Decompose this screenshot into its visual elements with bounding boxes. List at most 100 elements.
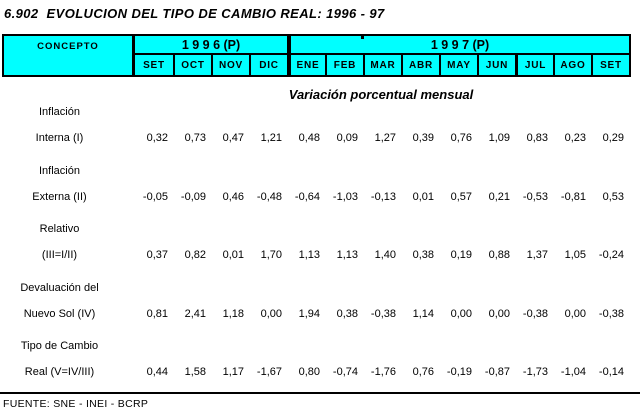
row-label-line1: Tipo de Cambio [20, 340, 99, 352]
table-row-devaluacion-nuevo-sol: Devaluación del Nuevo Sol (IV) 0,81 2,41… [2, 275, 629, 327]
value-cell: -0,64 [294, 191, 320, 203]
value-cell: 0,44 [146, 366, 168, 378]
value-cell: 1,40 [374, 249, 396, 261]
value-cell: 0,83 [526, 132, 548, 144]
value-cell: 1,17 [222, 366, 244, 378]
month-header-1997-may: MAY [439, 55, 477, 75]
value-cell: 0,01 [412, 191, 434, 203]
value-cell: 0,81 [146, 308, 168, 320]
value-cell: -0,13 [370, 191, 396, 203]
bottom-rule [0, 392, 640, 394]
value-cell: -0,74 [332, 366, 358, 378]
row-label-line1: Devaluación del [20, 282, 99, 294]
value-cell: 0,37 [146, 249, 168, 261]
table-row-inflacion-externa: Inflación Externa (II) -0,05 -0,09 0,46 … [2, 158, 629, 210]
value-cell: 0,46 [222, 191, 244, 203]
month-header-1996-oct: OCT [173, 55, 211, 75]
table-header: CONCEPTO 1 9 9 6 (P) 1 9 9 7 (P) SET OCT… [2, 34, 631, 77]
value-cell: 0,80 [298, 366, 320, 378]
row-label-line1: Relativo [39, 223, 80, 235]
value-cell: 0,00 [488, 308, 510, 320]
value-cell: 0,88 [488, 249, 510, 261]
source-note: FUENTE: SNE - INEI - BCRP [3, 398, 149, 410]
month-header-1996-nov: NOV [211, 55, 249, 75]
month-header-1997-jul: JUL [515, 55, 553, 75]
value-cell: 1,58 [184, 366, 206, 378]
value-cell: -1,04 [560, 366, 586, 378]
month-header-1997-jun: JUN [477, 55, 515, 75]
value-cell: 0,57 [450, 191, 472, 203]
value-cell: -0,05 [142, 191, 168, 203]
value-cell: 1,37 [526, 249, 548, 261]
row-label-line2: (III=I/II) [41, 249, 78, 261]
value-cell: -1,67 [256, 366, 282, 378]
month-header-1997-feb: FEB [325, 55, 363, 75]
value-cell: 1,13 [336, 249, 358, 261]
value-cell: 0,01 [222, 249, 244, 261]
value-cell: 0,19 [450, 249, 472, 261]
value-cell: 1,14 [412, 308, 434, 320]
value-cell: 1,13 [298, 249, 320, 261]
value-cell: -1,76 [370, 366, 396, 378]
value-cell: 0,38 [412, 249, 434, 261]
value-cell: 1,09 [488, 132, 510, 144]
value-cell: 0,00 [260, 308, 282, 320]
month-header-1997-mar: MAR [363, 55, 401, 75]
row-label-line2: Real (V=IV/III) [24, 366, 95, 378]
value-cell: -0,87 [484, 366, 510, 378]
table-row-inflacion-interna: Inflación Interna (I) 0,32 0,73 0,47 1,2… [2, 99, 629, 151]
value-cell: 0,00 [564, 308, 586, 320]
month-header-1997-ago: AGO [553, 55, 591, 75]
value-cell: -0,19 [446, 366, 472, 378]
concept-column-header: CONCEPTO [4, 36, 135, 75]
value-cell: 1,18 [222, 308, 244, 320]
value-cell: 1,70 [260, 249, 282, 261]
value-cell: -0,24 [598, 249, 624, 261]
table-row-relativo: Relativo (III=I/II) 0,37 0,82 0,01 1,70 … [2, 216, 629, 268]
value-cell: 0,23 [564, 132, 586, 144]
row-label-line2: Interna (I) [35, 132, 84, 144]
row-label-line1: Inflación [39, 106, 80, 118]
value-cell: 1,21 [260, 132, 282, 144]
value-cell: -0,09 [180, 191, 206, 203]
value-cell: 0,47 [222, 132, 244, 144]
value-cell: -0,38 [370, 308, 396, 320]
value-cell: 0,32 [146, 132, 168, 144]
value-cell: 0,76 [450, 132, 472, 144]
month-header-1997-abr: ABR [401, 55, 439, 75]
value-cell: -0,38 [598, 308, 624, 320]
row-label-line1: Inflación [39, 165, 80, 177]
value-cell: 0,29 [602, 132, 624, 144]
month-header-1997-ene: ENE [287, 55, 325, 75]
value-cell: 1,27 [374, 132, 396, 144]
value-cell: -0,81 [560, 191, 586, 203]
value-cell: 0,00 [450, 308, 472, 320]
row-label-line2: Externa (II) [32, 191, 87, 203]
value-cell: 1,05 [564, 249, 586, 261]
value-cell: 0,21 [488, 191, 510, 203]
year-1997-header: 1 9 9 7 (P) [287, 36, 629, 55]
value-cell: -0,38 [522, 308, 548, 320]
row-label-line2: Nuevo Sol (IV) [23, 308, 96, 320]
value-cell: 1,94 [298, 308, 320, 320]
month-header-1996-dic: DIC [249, 55, 287, 75]
table-row-tipo-cambio-real: Tipo de Cambio Real (V=IV/III) 0,44 1,58… [2, 333, 629, 385]
value-cell: 0,53 [602, 191, 624, 203]
table-subtitle: Variación porcentual mensual [288, 87, 474, 102]
header-cell-divider-tick [361, 34, 364, 39]
value-cell: 0,39 [412, 132, 434, 144]
value-cell: 0,82 [184, 249, 206, 261]
value-cell: -0,48 [256, 191, 282, 203]
value-cell: 0,09 [336, 132, 358, 144]
value-cell: -1,03 [332, 191, 358, 203]
month-header-1997-set: SET [591, 55, 629, 75]
value-cell: 0,76 [412, 366, 434, 378]
value-cell: -0,53 [522, 191, 548, 203]
value-cell: 2,41 [184, 308, 206, 320]
value-cell: -0,14 [598, 366, 624, 378]
year-1996-header: 1 9 9 6 (P) [135, 36, 287, 55]
value-cell: 0,48 [298, 132, 320, 144]
value-cell: 0,73 [184, 132, 206, 144]
value-cell: 0,38 [336, 308, 358, 320]
month-header-1996-set: SET [143, 59, 165, 71]
